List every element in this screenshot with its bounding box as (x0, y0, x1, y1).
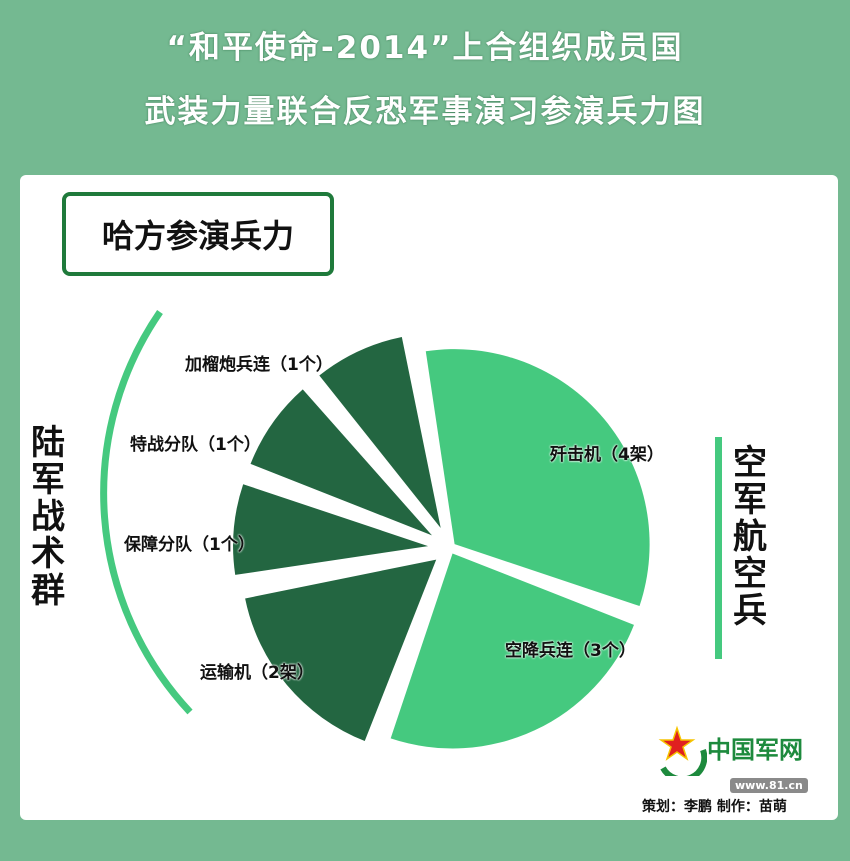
slice-label: 特战分队（1个） (130, 435, 261, 455)
slice-label: 运输机（2架） (200, 663, 314, 683)
logo-text: 中国军网 (707, 736, 803, 764)
army-bracket-arc (100, 310, 193, 715)
army-group-label: 陆军战术群 (31, 423, 65, 611)
pie-slice-5 (250, 389, 432, 536)
title-line-2: 武装力量联合反恐军事演习参演兵力图 (144, 94, 706, 130)
army-star-logo-icon (658, 725, 707, 776)
credits: 策划：李鹏 制作：苗萌 (642, 799, 787, 815)
title-line-1: “和平使命-2014”上合组织成员国 (166, 30, 684, 66)
pie-slice-6 (319, 336, 441, 529)
pie-slice-3 (245, 559, 437, 742)
site-url: www.81.cn (730, 778, 808, 793)
slice-label: 保障分队（1个） (124, 535, 255, 555)
air-bracket-bar (715, 437, 722, 659)
section-title: 哈方参演兵力 (62, 192, 334, 276)
logo: 中国军网 (655, 724, 803, 776)
pie-slice-1 (425, 349, 650, 607)
slice-label: 空降兵连（3个） (505, 641, 636, 661)
slice-label: 歼击机（4架） (550, 445, 664, 465)
pie-slice-2 (390, 553, 634, 749)
air-group-label: 空军航空兵 (733, 443, 767, 631)
pie-slice-4 (233, 484, 429, 575)
slice-label: 加榴炮兵连（1个） (185, 355, 333, 375)
